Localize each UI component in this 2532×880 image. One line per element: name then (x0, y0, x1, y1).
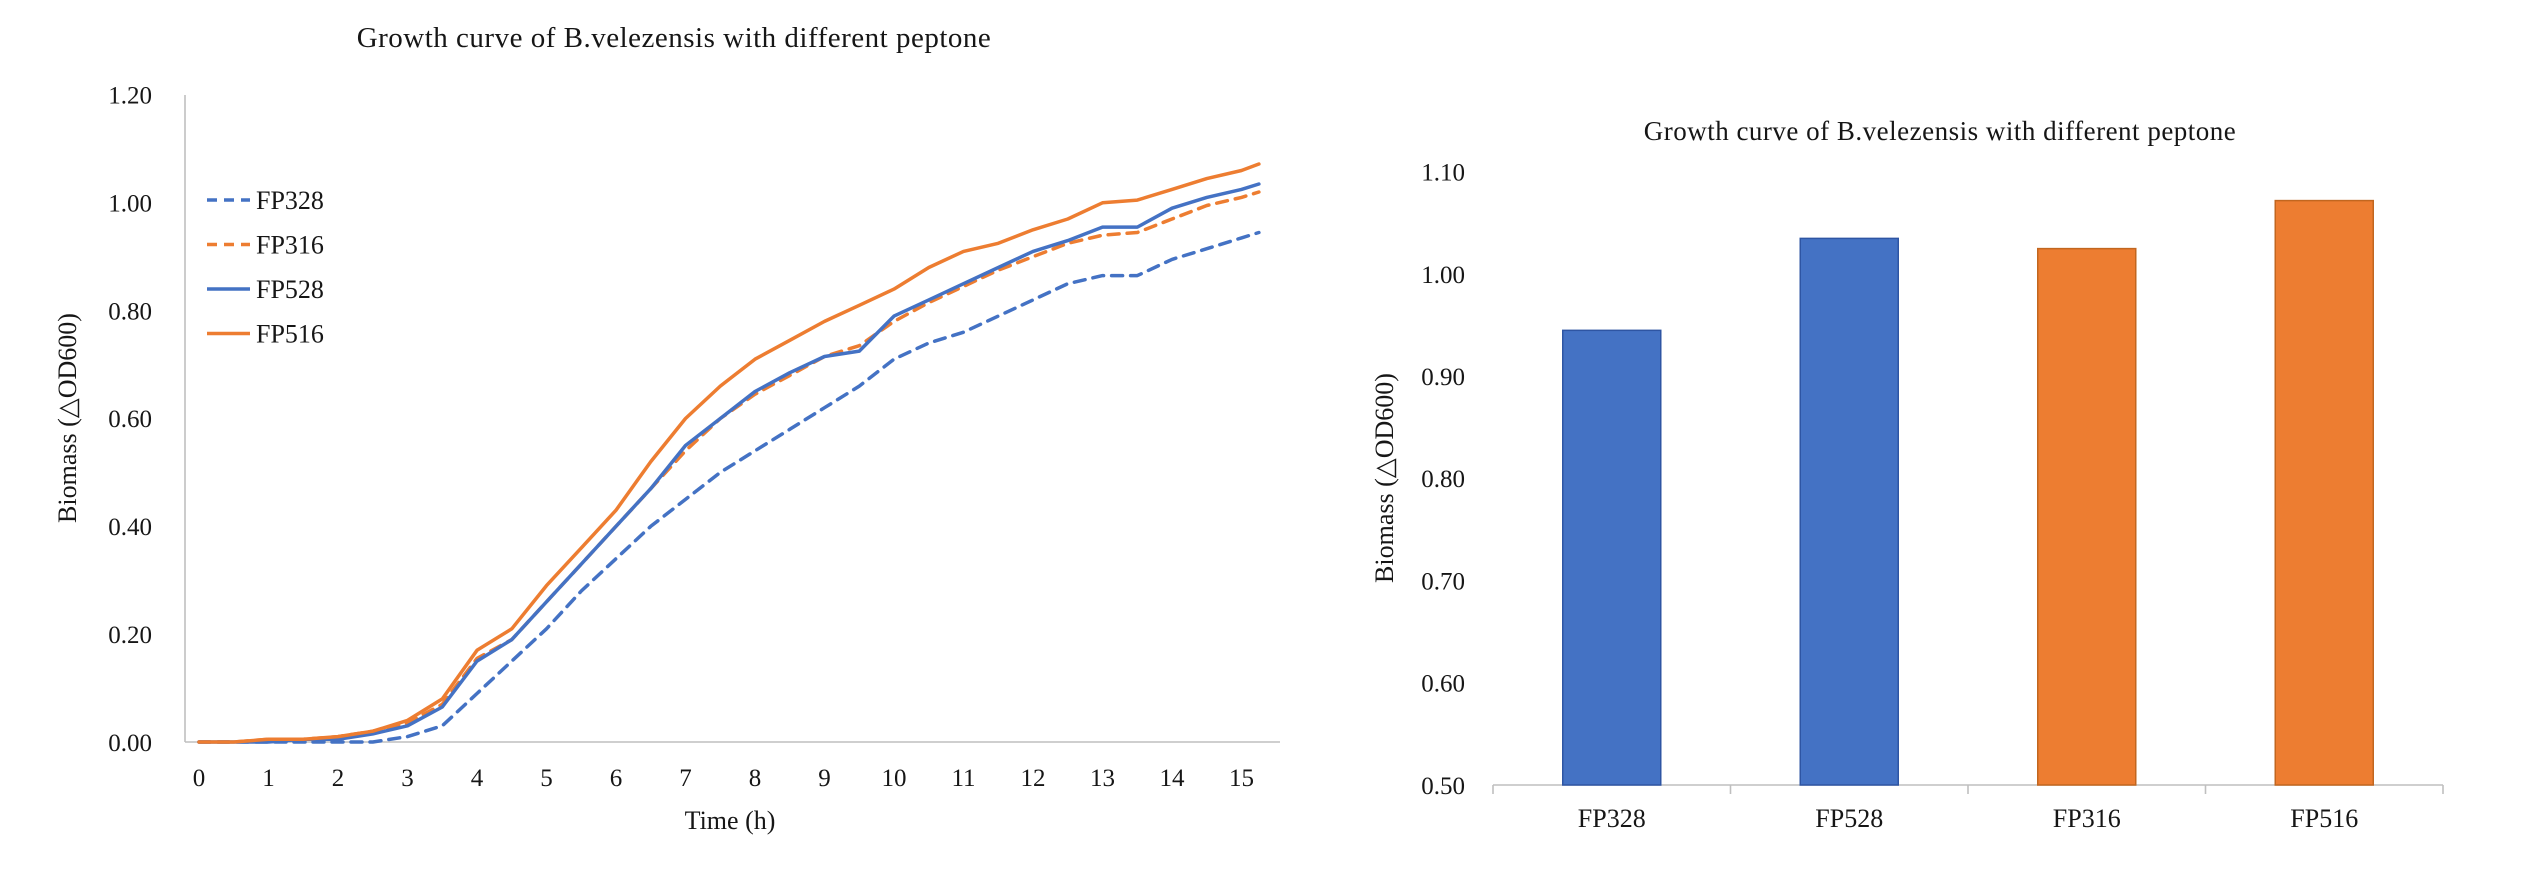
legend-label-FP328: FP328 (256, 186, 324, 215)
legend-item-FP528: FP528 (207, 275, 324, 304)
line-chart-title: Growth curve of B.velezensis with differ… (356, 22, 992, 54)
line-chart-x-tick-label: 5 (540, 765, 553, 792)
line-chart-x-tick-label: 8 (749, 765, 762, 792)
series-line-FP516 (197, 162, 1261, 744)
line-chart-x-tick-label: 11 (951, 765, 975, 792)
bar-chart-category-label: FP316 (2053, 804, 2121, 833)
line-chart-y-tick-label: 0.60 (108, 406, 152, 433)
bar-chart: 0.50 0.60 0.70 0.80 0.90 1.00 1.10 FP328 FP528 FP… (1421, 160, 2444, 833)
legend-label-FP316: FP316 (256, 231, 324, 260)
line-chart-x-tick-label: 0 (193, 765, 206, 792)
legend-label-FP516: FP516 (256, 320, 324, 349)
line-chart-x-tick-label: 6 (610, 765, 623, 792)
line-chart-y-tick-label: 0.00 (108, 730, 152, 757)
legend-item-FP328: FP328 (207, 186, 324, 215)
line-chart-y-tick-label: 0.40 (108, 514, 152, 541)
line-chart-x-tick-label: 2 (332, 765, 345, 792)
bar-chart-category-label: FP528 (1815, 804, 1883, 833)
line-chart-x-tick-label: 15 (1229, 765, 1254, 792)
line-chart-y-tick-label: 1.20 (108, 83, 152, 110)
line-chart-x-axis-label: Time (h) (684, 806, 776, 835)
legend-label-FP528: FP528 (256, 275, 324, 304)
bar-chart-y-tick-label: 0.90 (1421, 364, 1465, 391)
bar-chart-y-tick-label: 0.70 (1421, 568, 1465, 595)
bar-chart-category-label: FP328 (1578, 804, 1646, 833)
legend-item-FP316: FP316 (207, 231, 324, 260)
bar-FP328 (1562, 329, 1662, 786)
bar-chart-y-tick-label: 1.10 (1421, 160, 1465, 187)
bar-chart-category-label: FP516 (2290, 804, 2358, 833)
line-chart-x-tick-label: 9 (818, 765, 831, 792)
bar-chart-y-tick-label: 0.60 (1421, 671, 1465, 698)
series-line-FP528 (197, 182, 1261, 744)
line-chart-x-tick-label: 3 (401, 765, 414, 792)
legend-item-FP516: FP516 (207, 320, 324, 349)
line-chart-x-tick-label: 4 (471, 765, 484, 792)
line-chart-x-tick-label: 7 (679, 765, 692, 792)
bar-chart-y-tick-label: 0.50 (1421, 773, 1465, 800)
line-chart-y-tick-label: 1.00 (108, 191, 152, 218)
bar-chart-y-tick-label: 0.80 (1421, 466, 1465, 493)
line-chart-y-axis-label: Biomass (△OD600) (53, 313, 82, 523)
bar-FP528 (1799, 237, 1899, 786)
bar-FP316 (2037, 247, 2137, 786)
series-line-FP328 (197, 230, 1261, 744)
line-chart-y-tick-label: 0.80 (108, 298, 152, 325)
bar-chart-y-tick-label: 1.00 (1421, 262, 1465, 289)
line-chart-y-tick-label: 0.20 (108, 622, 152, 649)
line-chart: 0.000.200.400.600.801.001.200 1 2 3 4 5 6 7 8 9 10… (108, 83, 1280, 792)
bar-FP516 (2274, 199, 2374, 786)
line-chart-x-tick-label: 10 (882, 765, 907, 792)
bar-chart-title: Growth curve of B.velezensis with differ… (1643, 116, 2237, 146)
line-chart-x-tick-label: 14 (1160, 765, 1186, 792)
bar-chart-y-axis-label: Biomass (△OD600) (1370, 373, 1399, 583)
line-chart-x-tick-label: 1 (262, 765, 275, 792)
line-chart-x-tick-label: 12 (1021, 765, 1046, 792)
line-chart-x-tick-label: 13 (1090, 765, 1115, 792)
